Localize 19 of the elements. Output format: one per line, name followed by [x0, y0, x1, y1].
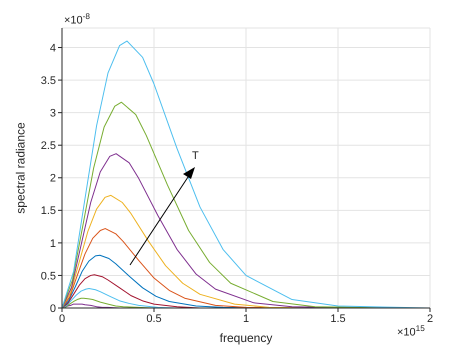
- y-tick-label: 3.5: [40, 75, 56, 87]
- x-tick-label: 1: [242, 312, 250, 325]
- y-tick-label: 0: [50, 302, 56, 315]
- text: ×10$^{15}$: [397, 324, 425, 339]
- y-tick-label: 2.5: [40, 140, 56, 152]
- x-axis-title: frequency: [220, 331, 272, 345]
- x-tick-label: 1.5: [330, 312, 346, 325]
- y-tick-label: 2: [50, 172, 56, 185]
- y-tick-label: 3: [50, 108, 56, 120]
- y-axis-title: spectral radiance: [13, 122, 28, 214]
- x-tick-label: 0.5: [146, 312, 162, 325]
- y-tick-label: 1.5: [40, 205, 56, 218]
- x-tick-label: 2: [426, 312, 434, 325]
- annotation: T: [192, 150, 199, 162]
- y-tick-label: 0.5: [40, 270, 56, 282]
- x-tick-label: 0: [58, 312, 66, 325]
- text: ×10$^{-8}$: [64, 12, 90, 27]
- y-tick-label: 4: [50, 42, 56, 54]
- y-tick-label: 1: [50, 238, 56, 250]
